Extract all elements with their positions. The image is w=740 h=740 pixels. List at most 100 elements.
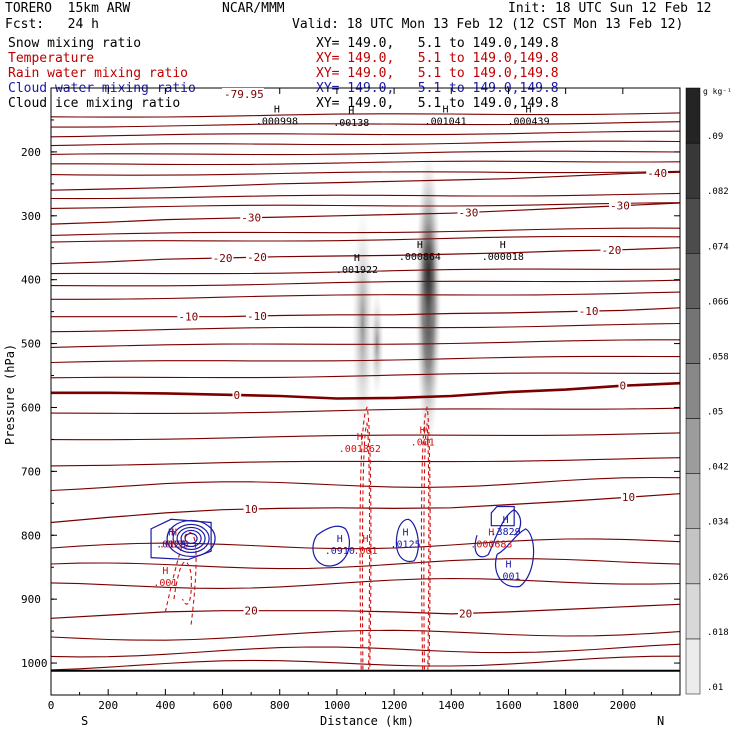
isotherm-0 bbox=[51, 381, 680, 400]
legend-rain-xy: XY= 149.0, 5.1 to 149.0,149.8 bbox=[316, 66, 559, 81]
isotherm-label-bg bbox=[600, 243, 623, 255]
isotherm-line bbox=[51, 577, 680, 589]
rain-max-label: .001 bbox=[411, 437, 435, 448]
y-tick-label: 600 bbox=[21, 401, 41, 414]
isotherm-line bbox=[51, 227, 680, 236]
colorbar-label: .026 bbox=[707, 573, 729, 583]
isotherm-label: -20 bbox=[247, 251, 267, 264]
snow-max-marker: H bbox=[348, 106, 354, 117]
rain-max-marker: H bbox=[363, 534, 369, 545]
ice-max-label: .000018 bbox=[482, 252, 524, 263]
y-tick-label: 800 bbox=[21, 529, 41, 542]
x-tick-label: 1000 bbox=[324, 699, 351, 712]
isotherm-label-bg bbox=[609, 199, 631, 211]
rain-contour bbox=[423, 423, 430, 670]
colorbar-label: .058 bbox=[707, 352, 729, 362]
colorbar-swatch bbox=[685, 308, 701, 364]
cloud-water-contour bbox=[312, 525, 350, 567]
rain-max-marker: H bbox=[162, 566, 168, 577]
isotherm-line bbox=[51, 170, 680, 176]
colorbar-swatch bbox=[685, 363, 701, 419]
colorbar-unit: g kg⁻¹ bbox=[703, 87, 732, 96]
cloud-max-label: .0910 bbox=[325, 546, 355, 557]
isotherm-label-bg bbox=[211, 251, 234, 263]
legend-snow-xy: XY= 149.0, 5.1 to 149.0,149.8 bbox=[316, 36, 559, 51]
isotherm-line bbox=[51, 558, 680, 570]
isotherm-label: 0 bbox=[234, 389, 241, 402]
isotherm-label: -10 bbox=[178, 311, 198, 324]
isotherm-label-bg bbox=[240, 211, 263, 223]
legend-snow-name: Snow mixing ratio bbox=[8, 36, 142, 51]
cloud-max-marker: H bbox=[403, 528, 409, 539]
cloud-water-contour bbox=[184, 532, 198, 545]
isotherm--20 bbox=[51, 247, 680, 265]
isotherm-label: 10 bbox=[622, 491, 635, 504]
colorbar-swatch bbox=[685, 142, 701, 199]
isotherm-label: -10 bbox=[247, 310, 267, 323]
cloud-max-label: .3829 bbox=[491, 527, 521, 538]
colorbar-label: .042 bbox=[707, 463, 729, 473]
cloud-water-contour bbox=[490, 505, 515, 527]
colorbar-swatch bbox=[685, 87, 701, 144]
x-tick-label: 1800 bbox=[552, 699, 579, 712]
rain-max-marker: H bbox=[357, 432, 363, 443]
isotherm-label-bg bbox=[577, 305, 600, 317]
isotherm-label: 10 bbox=[245, 503, 258, 516]
colorbar-swatch bbox=[685, 638, 701, 695]
y-tick-label: 700 bbox=[21, 465, 41, 478]
cloud-water-contour bbox=[180, 529, 202, 548]
rain-max-label: .001 bbox=[153, 578, 177, 589]
isotherm-line bbox=[51, 235, 680, 243]
legend-cloud-ice-name: Cloud ice mixing ratio bbox=[8, 96, 181, 111]
colorbar-label: .082 bbox=[707, 187, 729, 197]
isotherm-label: -30 bbox=[610, 200, 630, 213]
y-tick-label: 900 bbox=[21, 593, 41, 606]
cloud-max-label: .0125 bbox=[391, 540, 421, 551]
rain-max-label: .0033 bbox=[159, 540, 189, 551]
isotherm-line bbox=[51, 291, 680, 300]
cloud-water-contour bbox=[474, 508, 522, 558]
isotherm-label-bg bbox=[457, 607, 474, 619]
isotherm-label: -10 bbox=[579, 305, 599, 318]
rain-max-marker: H bbox=[488, 528, 494, 539]
ice-max-marker: H bbox=[354, 253, 360, 264]
x-axis-label: Distance (km) bbox=[320, 714, 414, 728]
snow-shade-plume bbox=[419, 213, 438, 334]
isotherm-label-bg bbox=[232, 389, 242, 401]
isotherm-label: 20 bbox=[459, 607, 472, 620]
north-label: N bbox=[657, 714, 664, 728]
isotherm--30 bbox=[51, 202, 680, 225]
isotherm-label-bg bbox=[618, 379, 628, 391]
isotherm-line bbox=[51, 655, 680, 671]
isotherm-label-bg bbox=[620, 491, 637, 503]
isotherm-line bbox=[51, 121, 680, 128]
x-tick-label: 200 bbox=[98, 699, 118, 712]
cloud-max-marker: H bbox=[337, 534, 343, 545]
isotherm-line bbox=[51, 457, 680, 467]
rain-max-label: .000683 bbox=[470, 540, 512, 551]
colorbar-label: .066 bbox=[707, 297, 729, 307]
min-temp-label-bg bbox=[222, 88, 264, 100]
isotherm-label-bg bbox=[245, 251, 268, 263]
isotherm-line bbox=[51, 160, 680, 166]
isotherm-label: -40 bbox=[647, 167, 667, 180]
legend-temperature-name: Temperature bbox=[8, 51, 95, 66]
isotherm-label: 20 bbox=[245, 605, 258, 618]
isotherm-label: 0 bbox=[620, 380, 627, 393]
isotherm-label-bg bbox=[646, 166, 669, 178]
isotherm-line bbox=[51, 476, 680, 492]
isotherm-line bbox=[51, 339, 680, 348]
isotherm-label-bg bbox=[245, 309, 268, 321]
isotherm-line bbox=[51, 202, 680, 209]
cloud-water-contour bbox=[150, 518, 212, 561]
snow-shade-plume bbox=[351, 204, 374, 445]
cloud-max-marker: H bbox=[503, 515, 509, 526]
isotherm-label-bg bbox=[177, 310, 200, 322]
isotherm-label: -30 bbox=[241, 212, 261, 225]
rain-max-label: .001862 bbox=[339, 444, 381, 455]
isotherm-line bbox=[51, 192, 680, 200]
snow-max-marker: H bbox=[525, 105, 531, 116]
x-tick-label: 1200 bbox=[381, 699, 408, 712]
isotherm-label: -30 bbox=[459, 206, 479, 219]
